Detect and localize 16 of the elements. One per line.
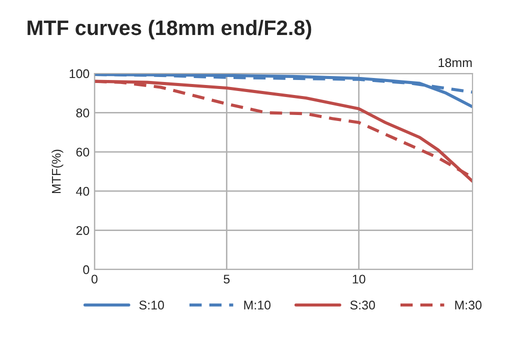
legend-label: S:30 <box>350 300 375 310</box>
y-tick-label: 60 <box>76 148 90 157</box>
legend-label: S:10 <box>139 300 164 310</box>
text: 18mm <box>438 58 472 68</box>
y-axis-title: MTF(%) <box>52 150 64 194</box>
x-tick-label: 0 <box>92 274 98 284</box>
y-tick-label: 40 <box>76 186 90 196</box>
y-tick-label: 20 <box>76 226 90 235</box>
y-tick-label: 100 <box>70 69 90 78</box>
x-tick-label: 10 <box>352 274 366 284</box>
x-tick-label: 5 <box>224 274 230 284</box>
legend-label: M:10 <box>244 300 271 310</box>
y-tick-label: 0 <box>83 265 90 274</box>
y-tick-label: 80 <box>76 108 90 118</box>
chart-title: MTF curves (18mm end/F2.8) <box>28 20 312 40</box>
legend-label: M:30 <box>455 300 482 310</box>
